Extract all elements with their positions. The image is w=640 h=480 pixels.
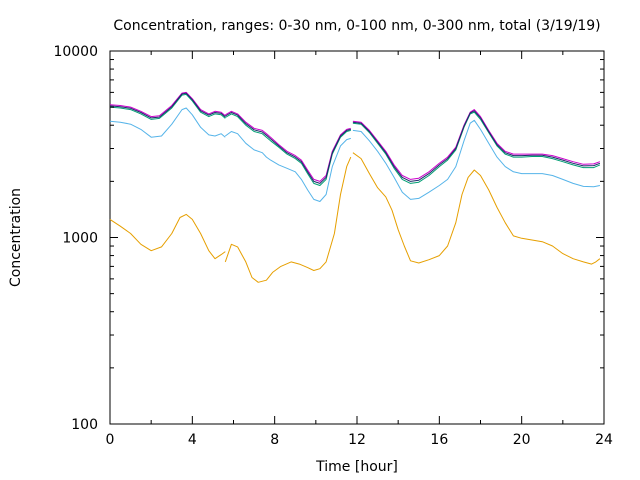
y-tick-label: 1000 [62,231,98,247]
x-tick-label: 12 [348,432,366,448]
y-axis-label: Concentration [8,188,24,287]
series-2-line-2 [225,131,351,202]
series-3-line-1 [109,93,226,120]
series-4 [109,91,601,182]
y-tick-label: 10000 [53,44,98,60]
series-5 [109,92,601,184]
series-1 [109,152,601,283]
x-tick-label: 20 [513,432,531,448]
series-4-line-1 [109,91,226,118]
x-tick-label: 4 [188,432,197,448]
series-5-line-1 [109,92,226,119]
y-tick-label: 100 [71,417,98,433]
x-tick-label: 24 [595,432,613,448]
x-tick-label: 16 [430,432,448,448]
series-1-line-2 [224,156,352,283]
x-tick-label: 0 [106,432,115,448]
series-3-line-3 [352,111,601,184]
x-tick-label: 8 [270,432,279,448]
series-layer [109,91,601,283]
series-2 [109,107,601,202]
series-1-line-1 [109,213,226,260]
x-axis-label: Time [hour] [315,459,398,475]
series-3-line-2 [225,113,351,186]
series-4-line-3 [352,109,601,180]
series-2-line-3 [352,119,601,200]
plot-frame [109,50,605,425]
series-5-line-2 [225,112,351,184]
tick-layer: 0 4 8 12 16 20 24 100 1000 10000 [53,44,613,448]
series-2-line-1 [109,107,226,138]
chart-title: Concentration, ranges: 0-30 nm, 0-100 nm… [113,18,600,34]
series-5-line-3 [352,110,601,182]
series-3 [109,93,601,186]
series-1-line-3 [352,152,601,265]
